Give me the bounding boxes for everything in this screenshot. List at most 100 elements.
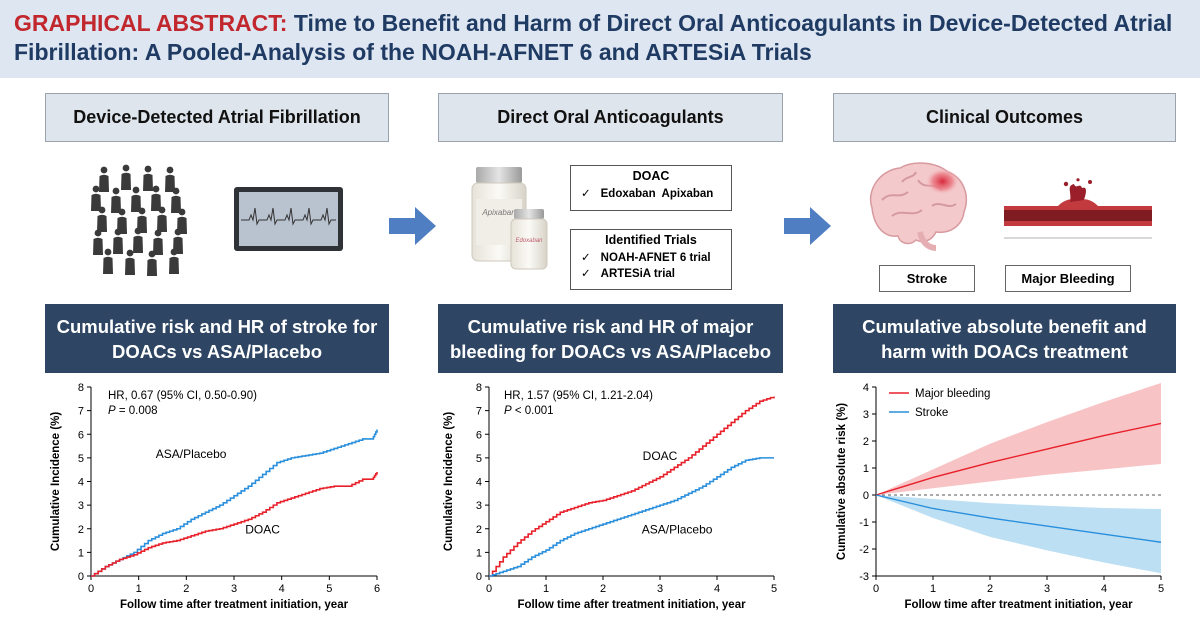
y-tick-label: 0 bbox=[78, 571, 84, 583]
bleeding-vessel-icon bbox=[1004, 178, 1152, 239]
x-axis-label: Follow time after treatment initiation, … bbox=[120, 599, 349, 611]
x-tick-label: 5 bbox=[326, 583, 332, 595]
x-tick-label: 1 bbox=[543, 583, 549, 595]
panel-label-doac: Direct Oral Anticoagulants bbox=[438, 93, 783, 142]
trials-box-item: ✓ ARTESiA trial bbox=[581, 268, 675, 280]
person-head bbox=[148, 250, 156, 258]
x-axis-label: Follow time after treatment initiation, … bbox=[904, 599, 1133, 611]
x-tick-label: 0 bbox=[88, 583, 94, 595]
series-label: ASA/Placebo bbox=[642, 522, 713, 536]
right-arrow-icon bbox=[784, 207, 831, 245]
person-body bbox=[165, 174, 175, 192]
person-body bbox=[133, 235, 143, 253]
x-tick-label: 5 bbox=[771, 583, 777, 595]
y-tick-label: 6 bbox=[78, 429, 84, 441]
x-tick-label: 5 bbox=[1158, 583, 1164, 595]
doac-box-title: DOAC bbox=[632, 169, 670, 183]
y-tick-label: 4 bbox=[476, 477, 482, 489]
x-axis-label: Follow time after treatment initiation, … bbox=[517, 599, 746, 611]
y-tick-label: 2 bbox=[863, 436, 869, 448]
y-tick-label: 5 bbox=[476, 453, 482, 465]
person-body bbox=[113, 236, 123, 254]
x-tick-label: 4 bbox=[714, 583, 720, 595]
y-tick-label: 1 bbox=[78, 547, 84, 559]
person-head bbox=[138, 207, 146, 215]
person-body bbox=[93, 237, 103, 255]
y-tick-label: 2 bbox=[78, 524, 84, 536]
section-net: Cumulative absolute benefit and harm wit… bbox=[833, 304, 1176, 373]
people-crowd-icon bbox=[91, 164, 187, 276]
stat-hr: HR, 1.57 (95% CI, 1.21-2.04) bbox=[504, 390, 653, 402]
trials-box-title: Identified Trials bbox=[605, 233, 697, 247]
y-tick-label: 6 bbox=[476, 429, 482, 441]
panel-label-device-af: Device-Detected Atrial Fibrillation bbox=[45, 93, 389, 142]
stat-hr: HR, 0.67 (95% CI, 0.50-0.90) bbox=[108, 390, 257, 402]
series-line bbox=[875, 422, 1162, 496]
outcome-major-bleeding: Major Bleeding bbox=[1005, 265, 1131, 292]
person-body bbox=[97, 214, 107, 232]
x-tick-label: 1 bbox=[136, 583, 142, 595]
x-tick-label: 6 bbox=[374, 583, 380, 595]
ecg-monitor-icon bbox=[234, 187, 343, 251]
y-tick-label: 7 bbox=[476, 406, 482, 418]
title-band: GRAPHICAL ABSTRACT: Time to Benefit and … bbox=[0, 0, 1200, 78]
x-tick-label: 4 bbox=[279, 583, 285, 595]
series-label: DOAC bbox=[643, 449, 678, 463]
person-body bbox=[125, 257, 135, 275]
stat-p: P = 0.008 bbox=[108, 405, 158, 417]
series-line bbox=[489, 396, 775, 577]
stat-p-symbol: P bbox=[108, 405, 116, 417]
series-line bbox=[489, 457, 774, 577]
person-head bbox=[174, 228, 182, 236]
legend-label: Stroke bbox=[915, 407, 948, 419]
person-body bbox=[111, 195, 121, 213]
net-risk-chart: -3 -2 -1 0 1 2 3 4 0 1 2 3 4 5 Follow time after treat… bbox=[836, 382, 1164, 611]
x-tick-label: 2 bbox=[600, 583, 606, 595]
person-body bbox=[91, 193, 101, 211]
y-axis-label: Cumulative Incidence (%) bbox=[50, 412, 62, 551]
series-line bbox=[91, 472, 378, 577]
stroke-cumulative-chart: 0 1 2 3 4 5 6 7 8 0 1 2 3 4 5 6 Follow time after treatm… bbox=[50, 382, 380, 611]
y-tick-label: 1 bbox=[863, 463, 869, 475]
person-head bbox=[144, 165, 152, 173]
person-body bbox=[169, 256, 179, 274]
x-tick-label: 1 bbox=[930, 583, 936, 595]
series-line bbox=[91, 429, 378, 577]
person-head bbox=[92, 185, 100, 193]
person-head bbox=[122, 164, 130, 172]
y-tick-label: 3 bbox=[476, 500, 482, 512]
person-head bbox=[166, 166, 174, 174]
bottle-label-small: Edoxaban bbox=[515, 238, 543, 244]
y-tick-label: 8 bbox=[78, 382, 84, 394]
stat-p-symbol: P bbox=[504, 405, 512, 417]
person-head bbox=[134, 227, 142, 235]
series-label: DOAC bbox=[245, 522, 280, 536]
person-head bbox=[112, 187, 120, 195]
y-tick-label: -1 bbox=[859, 517, 869, 529]
confidence-band bbox=[876, 382, 1161, 495]
trials-box-item: ✓ NOAH-AFNET 6 trial bbox=[581, 252, 711, 264]
person-head bbox=[114, 228, 122, 236]
y-tick-label: 0 bbox=[476, 571, 482, 583]
person-head bbox=[126, 249, 134, 257]
person-body bbox=[131, 194, 141, 212]
x-tick-label: 4 bbox=[1101, 583, 1107, 595]
y-tick-label: -3 bbox=[859, 571, 869, 583]
person-body bbox=[99, 174, 109, 192]
check-icon: ✓ bbox=[581, 252, 591, 264]
stat-p-value: = 0.008 bbox=[116, 405, 158, 417]
trials-box: Identified Trials ✓ NOAH-AFNET 6 trial ✓ A… bbox=[570, 229, 732, 290]
check-icon: ✓ bbox=[581, 268, 591, 280]
x-tick-label: 2 bbox=[987, 583, 993, 595]
y-tick-label: -2 bbox=[859, 544, 869, 556]
person-head bbox=[172, 187, 180, 195]
person-head bbox=[100, 166, 108, 174]
series-line bbox=[875, 494, 1162, 543]
person-body bbox=[147, 258, 157, 276]
stat-p: P < 0.001 bbox=[504, 405, 554, 417]
person-head bbox=[178, 208, 186, 216]
y-axis-label: Cumulative Incidence (%) bbox=[443, 412, 455, 551]
person-body bbox=[157, 214, 167, 232]
person-head bbox=[158, 206, 166, 214]
doac-box: DOAC ✓ Edoxaban Apixaban bbox=[570, 165, 732, 211]
